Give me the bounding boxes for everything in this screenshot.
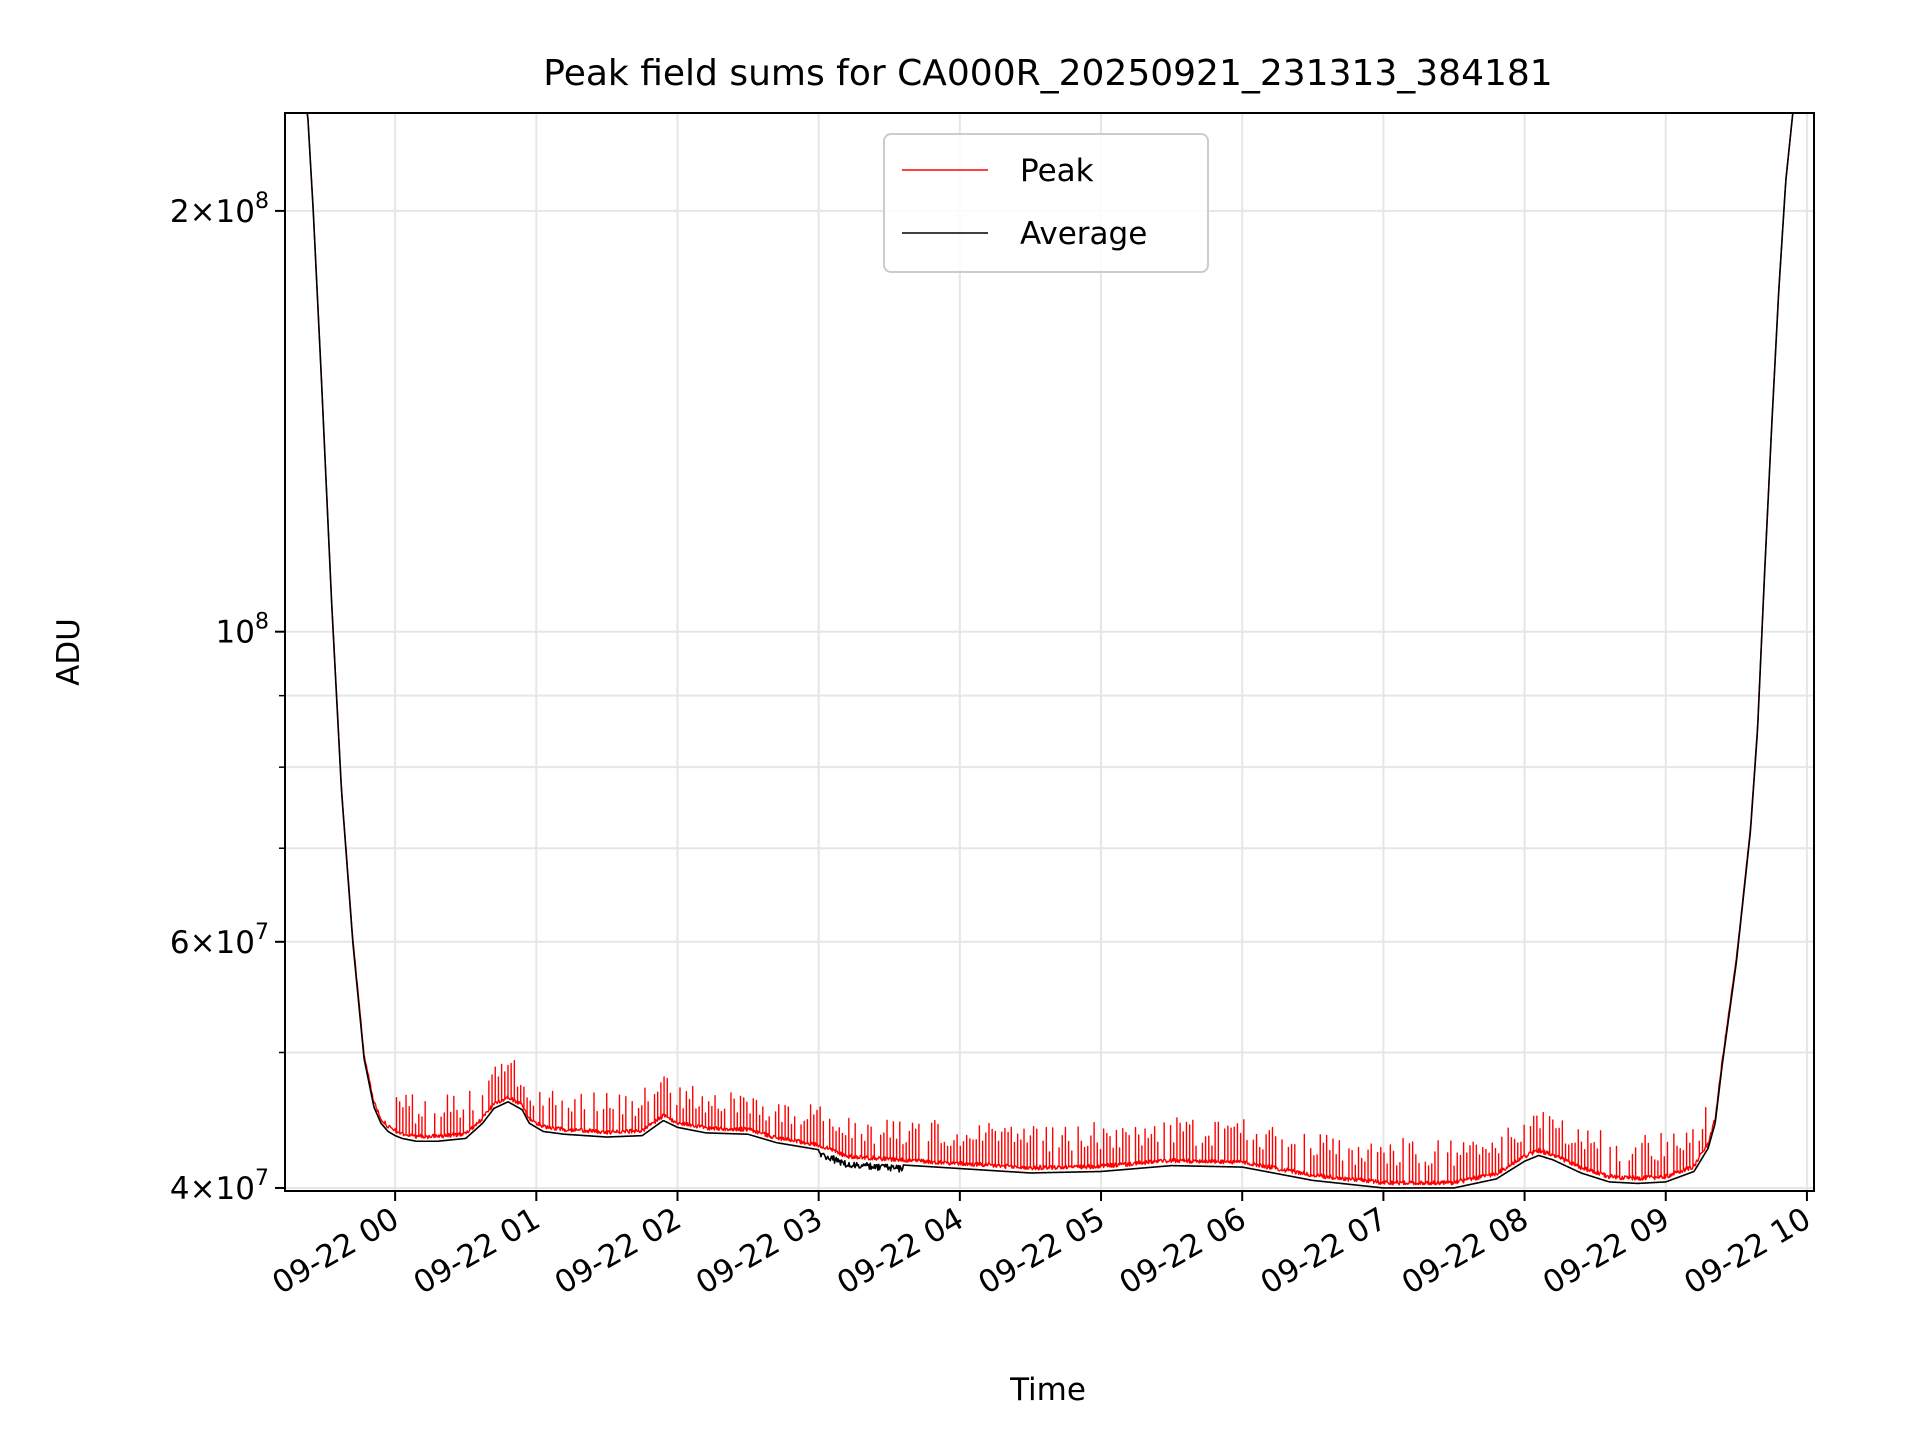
- legend-average-label: Average: [1020, 216, 1147, 252]
- chart-title: Peak field sums for CA000R_20250921_2313…: [543, 53, 1552, 94]
- legend-peak-label: Peak: [1020, 153, 1094, 189]
- average-series-line: [285, 113, 1814, 1189]
- y-tick-label: 2×108: [170, 189, 269, 230]
- y-tick-label: 6×107: [170, 920, 269, 961]
- series-lines: [285, 113, 1814, 1189]
- x-axis-label: Time: [1009, 1372, 1086, 1408]
- legend-box: [883, 133, 1209, 273]
- peak-series-line: [293, 113, 1814, 1186]
- plot-frame: [284, 112, 1815, 1192]
- y-axis-label: ADU: [51, 618, 87, 686]
- y-tick-label: 4×107: [170, 1166, 269, 1207]
- plot-area: [285, 113, 1814, 1189]
- y-axis-ticks: 4×107 6×107 108 2×108: [170, 189, 285, 1207]
- y-tick-label: 108: [216, 610, 269, 651]
- legend: Peak Average: [883, 133, 1209, 273]
